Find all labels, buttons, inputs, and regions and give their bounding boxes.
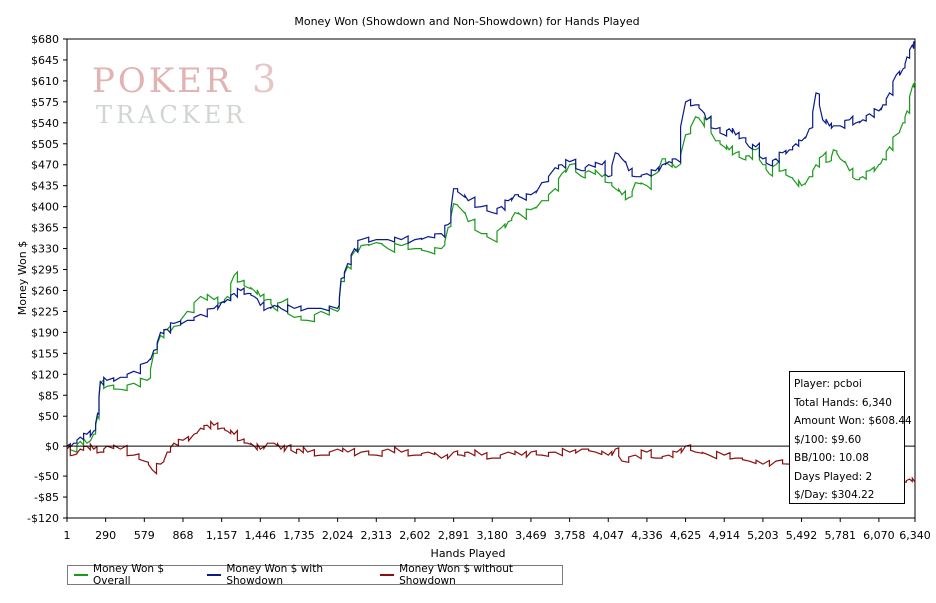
y-tick-label: -$120	[27, 512, 59, 525]
x-tick-label: 2,891	[438, 529, 470, 542]
y-tick-label: $400	[31, 201, 59, 214]
legend-swatch-non-showdown	[380, 574, 395, 576]
y-tick-label: $190	[31, 326, 59, 339]
y-tick-label: $610	[31, 75, 59, 88]
legend-item-overall: Money Won $ Overall	[74, 563, 191, 587]
legend-item-showdown: Money Won $ with Showdown	[207, 563, 364, 587]
x-tick-label: 1	[64, 529, 71, 542]
y-tick-label: $435	[31, 180, 59, 193]
y-tick-label: $295	[31, 264, 59, 277]
x-tick-label: 5,781	[824, 529, 856, 542]
stat-per-day: $/Day: $304.22	[794, 489, 875, 501]
series-line-with-showdown	[66, 41, 916, 449]
stat-total-hands: Total Hands: 6,340	[794, 396, 892, 409]
x-tick-label: 3,758	[554, 529, 586, 542]
stat-bb-100: BB/100: 10.08	[794, 452, 869, 464]
x-tick-label: 1,446	[245, 529, 277, 542]
x-tick-label: 2,313	[361, 529, 393, 542]
y-tick-label: $330	[31, 243, 59, 256]
y-tick-label: $85	[38, 389, 59, 402]
x-tick-label: 579	[134, 529, 155, 542]
y-tick-label: -$85	[34, 491, 59, 504]
y-tick-label: $120	[31, 368, 59, 381]
y-tick-label: $225	[31, 305, 59, 318]
pokertracker-logo: POKER 3 TRACKER	[92, 60, 276, 129]
x-tick-label: 6,340	[899, 529, 931, 542]
x-tick-label: 4,625	[670, 529, 702, 542]
x-tick-label: 6,070	[863, 529, 895, 542]
stat-days-played: Days Played: 2	[794, 470, 873, 483]
x-tick-label: 1,157	[206, 529, 238, 542]
x-tick-label: 2,602	[399, 529, 431, 542]
x-tick-label: 290	[95, 529, 116, 542]
player-stats-box: Player: pcboi Total Hands: 6,340 Amount …	[789, 371, 912, 504]
plot-area	[66, 38, 916, 519]
x-axis: 1 290 579 868 1,157 1,446 1,735 2,024 2,313 2,602…	[64, 518, 931, 542]
x-tick-label: 1,735	[283, 529, 315, 542]
logo-line1: POKER	[92, 61, 234, 101]
y-tick-label: $505	[31, 138, 59, 151]
legend-label-non-showdown: Money Won $ without Showdown	[399, 563, 513, 587]
legend-item-non-showdown: Money Won $ without Showdown	[380, 563, 552, 587]
x-tick-label: 3,180	[477, 529, 509, 542]
legend-swatch-overall	[74, 574, 89, 576]
logo-digit: 3	[252, 60, 276, 101]
y-tick-label: $540	[31, 117, 59, 130]
y-tick-label: $575	[31, 96, 59, 109]
x-tick-label: 4,047	[593, 529, 625, 542]
y-tick-label: $680	[31, 33, 59, 46]
stat-player: Player: pcboi	[794, 378, 862, 390]
x-tick-label: 3,469	[515, 529, 547, 542]
y-tick-label: $260	[31, 284, 59, 297]
y-tick-label: $645	[31, 54, 59, 67]
legend-label-showdown: Money Won $ with Showdown	[226, 563, 323, 587]
y-tick-label: $50	[38, 410, 59, 423]
chart-title: Money Won (Showdown and Non-Showdown) fo…	[294, 15, 639, 28]
stat-amount-won: Amount Won: $608.44	[794, 415, 912, 427]
chart-legend: Money Won $ Overall Money Won $ with Sho…	[67, 563, 563, 587]
y-axis: -$120 -$85 -$50 $0 $50 $85 $120 $155 $190 $225 $26…	[27, 33, 67, 525]
series-layer	[66, 41, 916, 484]
x-tick-label: 868	[172, 529, 193, 542]
x-tick-label: 4,336	[631, 529, 663, 542]
y-tick-label: $365	[31, 222, 59, 235]
y-tick-label: $0	[45, 440, 59, 453]
legend-swatch-showdown	[207, 574, 222, 576]
legend-label-overall: Money Won $ Overall	[93, 563, 165, 587]
y-tick-label: $155	[31, 347, 59, 360]
y-tick-label: -$50	[34, 470, 59, 483]
y-tick-label: $470	[31, 159, 59, 172]
y-axis-title: Money Won $	[16, 241, 29, 315]
x-axis-title: Hands Played	[431, 547, 506, 560]
x-tick-label: 2,024	[322, 529, 354, 542]
x-tick-label: 5,203	[747, 529, 779, 542]
series-line-overall	[66, 80, 916, 453]
x-tick-label: 4,914	[708, 529, 740, 542]
series-line-without-showdown	[66, 420, 916, 484]
stat-per-100: $/100: $9.60	[794, 433, 862, 446]
logo-line2: TRACKER	[96, 101, 247, 129]
x-tick-label: 5,492	[786, 529, 818, 542]
